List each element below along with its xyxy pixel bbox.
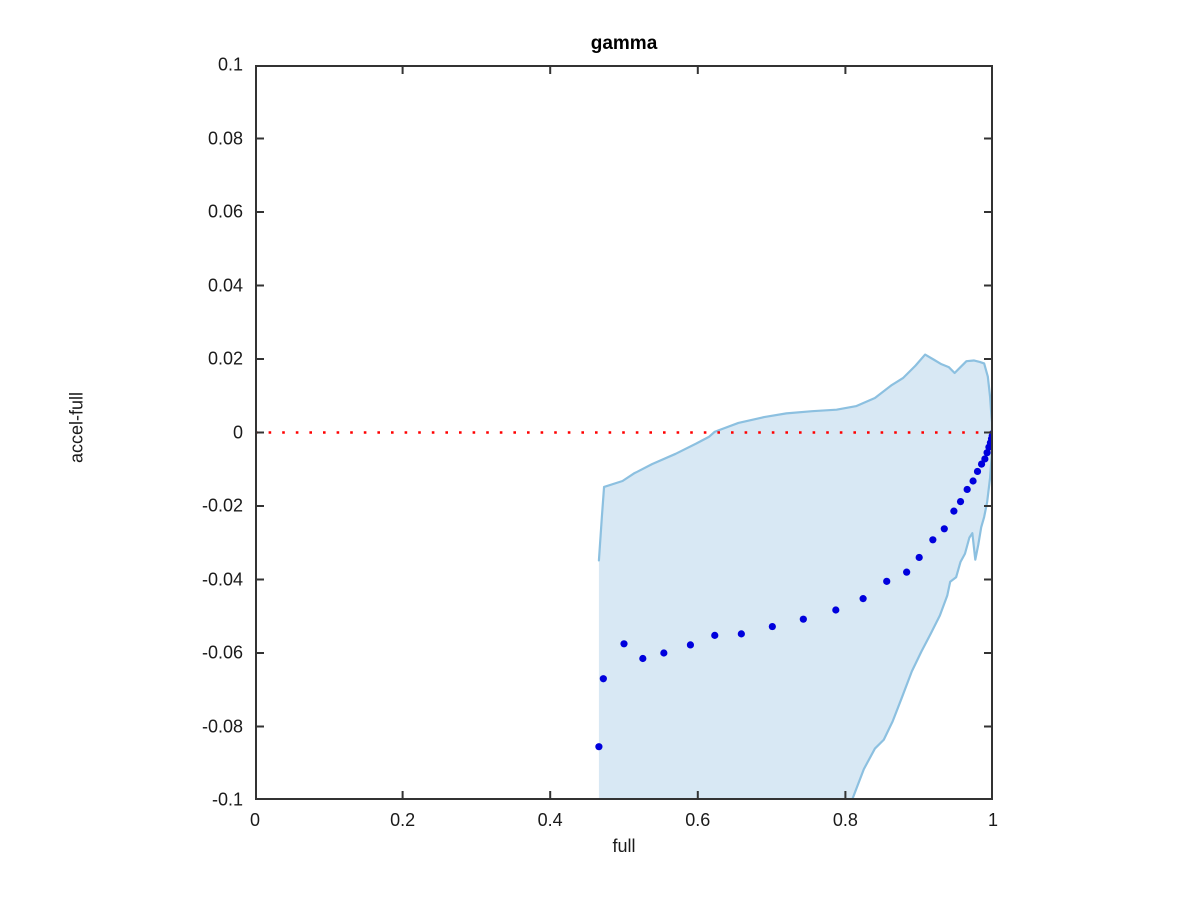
x-axis-label: full [612, 836, 636, 856]
y-tick-label: 0.02 [207, 348, 243, 369]
confidence-band [597, 353, 993, 800]
scatter-point [973, 467, 982, 476]
scatter-point [595, 743, 603, 751]
scatter-point [983, 449, 991, 457]
plot-area [255, 65, 993, 800]
y-tick-label: -0.1 [211, 789, 243, 810]
y-axis-ticks [255, 65, 993, 800]
scatter-point [915, 553, 923, 562]
scatter-point [977, 460, 986, 468]
x-tick-label: 0.4 [537, 810, 563, 830]
y-tick-label: -0.04 [201, 569, 243, 589]
scatter-point [963, 485, 971, 494]
scatter-point [969, 477, 977, 485]
y-tick-label: 0.04 [207, 275, 243, 295]
scatter-point [883, 577, 891, 585]
scatter-point [660, 649, 668, 657]
y-axis-tick-labels: -0.1 -0.08 -0.06 -0.04 -0.02 0 0.02 0.04 0.06 0.0… [145, 55, 243, 810]
y-tick-label: 0.1 [217, 54, 243, 75]
x-axis-tick-labels: 0 0.2 0.4 0.6 0.8 1 [250, 810, 998, 838]
confidence-band-upper-edge [597, 353, 993, 562]
chart-title: gamma [590, 33, 658, 54]
scatter-point [940, 525, 948, 533]
scatter-point [768, 622, 776, 631]
scatter-point [832, 606, 840, 614]
x-tick-label: 1 [987, 810, 999, 830]
scatter-point [639, 654, 647, 663]
scatter-point [859, 595, 867, 603]
scatter-point [903, 568, 911, 576]
scatter-point [950, 507, 958, 515]
scatter-point [686, 641, 695, 649]
scatter-point [599, 675, 607, 683]
scatter-point [799, 615, 807, 623]
x-tick-label: 0.6 [685, 810, 711, 830]
y-tick-label: 0 [232, 422, 243, 442]
plot-svg [255, 65, 993, 800]
scatter-point [737, 630, 745, 638]
scatter-point [929, 536, 937, 544]
y-tick-label: -0.02 [201, 495, 243, 516]
scatter-point [981, 455, 989, 463]
y-axis-label: accel-full [66, 391, 87, 464]
confidence-band-fill [598, 354, 993, 800]
scatter-point [620, 640, 628, 648]
y-tick-label: 0.08 [207, 128, 243, 148]
axis-frame [255, 65, 993, 800]
x-axis-ticks [255, 65, 993, 800]
y-tick-label: -0.06 [201, 642, 243, 663]
x-tick-label: 0.2 [390, 810, 416, 830]
x-tick-label: 0 [249, 810, 261, 830]
scatter-point [711, 631, 719, 639]
x-tick-label: 0.8 [832, 810, 858, 830]
confidence-band-lower-edge [597, 435, 993, 800]
y-tick-label: 0.06 [207, 201, 243, 222]
y-tick-label: -0.08 [201, 716, 243, 736]
scatter-point [956, 497, 965, 506]
